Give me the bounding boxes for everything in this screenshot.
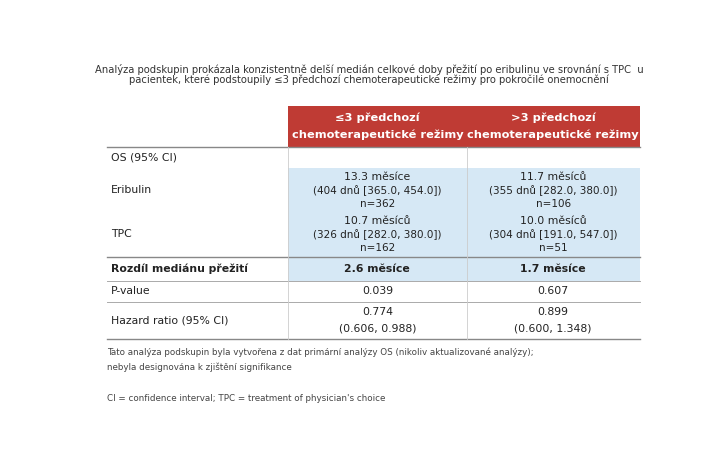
Text: chemoterapeutické režimy: chemoterapeutické režimy (467, 129, 639, 140)
Text: Rozdíl mediánu přežití: Rozdíl mediánu přežití (111, 263, 248, 274)
Text: pacientek, které podstoupily ≤3 předchozí chemoterapeutické režimy pro pokročilé: pacientek, které podstoupily ≤3 předchoz… (129, 74, 609, 85)
Text: (304 dnů [191.0, 547.0]): (304 dnů [191.0, 547.0]) (489, 229, 617, 240)
Text: (326 dnů [282.0, 380.0]): (326 dnů [282.0, 380.0]) (313, 229, 441, 240)
Text: OS (95% CI): OS (95% CI) (111, 152, 177, 162)
Text: ≤3 předchozí: ≤3 předchozí (335, 112, 420, 123)
Bar (288, 257, 467, 280)
Text: 0.774: 0.774 (362, 307, 393, 317)
Text: 11.7 měsíců: 11.7 měsíců (520, 172, 586, 182)
Text: (0.606, 0.988): (0.606, 0.988) (338, 324, 416, 334)
Text: Analýza podskupin prokázala konzistentně delší medián celkové doby přežití po er: Analýza podskupin prokázala konzistentně… (95, 64, 643, 75)
Text: n=106: n=106 (536, 199, 571, 208)
Text: 2.6 měsíce: 2.6 měsíce (344, 263, 410, 274)
Text: chemoterapeutické režimy: chemoterapeutické režimy (292, 129, 463, 140)
Text: 0.899: 0.899 (538, 307, 569, 317)
Text: 0.039: 0.039 (362, 286, 393, 296)
Text: (404 dnů [365.0, 454.0]): (404 dnů [365.0, 454.0]) (313, 185, 441, 196)
Text: TPC: TPC (111, 230, 132, 240)
Text: n=51: n=51 (539, 243, 567, 253)
Text: Tato analýza podskupin byla vytvořena z dat primární analýzy OS (nikoliv aktuali: Tato analýza podskupin byla vytvořena z … (107, 348, 534, 357)
Text: 10.0 měsíců: 10.0 měsíců (520, 216, 587, 226)
Text: (355 dnů [282.0, 380.0]): (355 dnů [282.0, 380.0]) (489, 185, 617, 196)
Text: 1.7 měsíce: 1.7 měsíce (521, 263, 586, 274)
Text: Eribulin: Eribulin (111, 185, 153, 195)
Text: Hazard ratio (95% CI): Hazard ratio (95% CI) (111, 315, 229, 325)
Text: P-value: P-value (111, 286, 150, 296)
Bar (467, 257, 639, 280)
Text: 0.607: 0.607 (538, 286, 569, 296)
Text: CI = confidence interval; TPC = treatment of physician's choice: CI = confidence interval; TPC = treatmen… (107, 394, 385, 403)
Text: n=362: n=362 (360, 199, 395, 208)
Text: nebyla designována k zjištění signifikance: nebyla designována k zjištění signifikan… (107, 363, 292, 372)
Text: n=162: n=162 (360, 243, 395, 253)
Text: (0.600, 1.348): (0.600, 1.348) (514, 324, 592, 334)
Text: >3 předchozí: >3 předchozí (510, 112, 595, 123)
Text: 10.7 měsíců: 10.7 měsíců (344, 216, 410, 226)
Text: 13.3 měsíce: 13.3 měsíce (344, 172, 410, 182)
